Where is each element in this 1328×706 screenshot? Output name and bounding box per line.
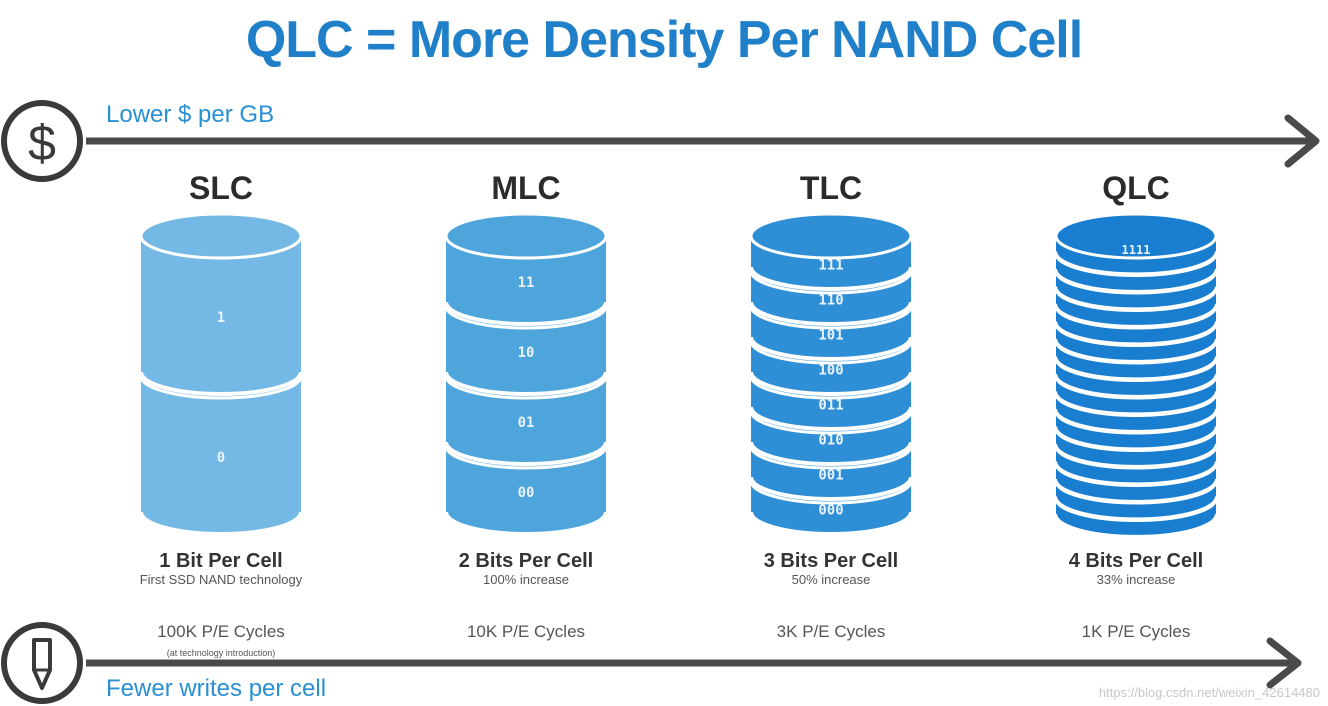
pencil-icon — [1, 622, 83, 704]
cell-level-label: 10 — [518, 345, 535, 361]
column-qlc: QLC 000000010010001101000101011001111000… — [1021, 170, 1251, 641]
column-mlc: MLC 00 01 10 11 2 Bits Per Cell 100% increa… — [411, 170, 641, 641]
cylinder-slc: 01 — [139, 212, 303, 536]
pe-cycles: 10K P/E Cycles — [466, 622, 586, 641]
cylinder-qlc: 0000000100100011010001010110011110001001… — [1054, 212, 1218, 537]
cell-level-label: 100 — [818, 362, 843, 378]
bottom-axis-arrow — [86, 637, 1302, 689]
bits-note: First SSD NAND technology — [139, 572, 303, 587]
cell-type-name: QLC — [1102, 170, 1170, 206]
svg-text:$: $ — [28, 115, 56, 171]
cell-level-label: 010 — [818, 432, 843, 448]
watermark: https://blog.csdn.net/weixin_42614480 — [1098, 685, 1320, 700]
cell-level-label: 11 — [518, 275, 535, 291]
axis-top-label: Lower $ per GB — [106, 101, 275, 128]
cell-level-label: 1 — [217, 310, 225, 326]
cell-level-segment: 111 — [749, 212, 913, 291]
pe-cycles: 3K P/E Cycles — [776, 622, 886, 641]
cell-type-name: SLC — [189, 170, 253, 206]
pe-cycles: 100K P/E Cycles — [157, 622, 285, 641]
bits-note: 50% increase — [791, 572, 871, 587]
cell-level-label: 1111 — [1122, 243, 1151, 257]
cell-level-label: 00 — [518, 485, 535, 501]
cell-level-label: 110 — [818, 292, 843, 308]
cell-level-segment: 1 — [139, 212, 303, 396]
bits-per-cell: 4 Bits Per Cell — [1068, 550, 1204, 572]
top-axis-arrow — [86, 114, 1320, 168]
axis-bottom-label: Fewer writes per cell — [106, 675, 327, 702]
cell-level-label: 001 — [818, 467, 843, 483]
cell-level-label: 01 — [518, 415, 535, 431]
bits-note: 33% increase — [1096, 572, 1176, 587]
cell-level-label: 011 — [818, 397, 843, 413]
bits-per-cell: 3 Bits Per Cell — [763, 550, 899, 572]
cell-level-label: 0 — [217, 450, 225, 466]
cell-level-label: 101 — [818, 327, 843, 343]
cell-level-label: 111 — [818, 257, 843, 273]
cell-type-name: TLC — [799, 170, 863, 206]
page-title: QLC = More Density Per NAND Cell — [245, 11, 1083, 69]
cell-level-segment: 11 — [444, 212, 608, 326]
cylinder-mlc: 00 01 10 11 — [444, 212, 608, 536]
column-tlc: TLC 000 001 010 011 100 101 110 111 3 Bits Per … — [716, 170, 946, 641]
dollar-icon: $ — [1, 100, 83, 182]
cell-level-label: 000 — [818, 502, 843, 518]
bits-per-cell: 1 Bit Per Cell — [159, 550, 283, 572]
cell-level-segment: 1111 — [1054, 212, 1218, 275]
cell-type-name: MLC — [491, 170, 561, 206]
bits-per-cell: 2 Bits Per Cell — [458, 550, 594, 572]
cylinder-tlc: 000 001 010 011 100 101 110 111 — [749, 212, 913, 536]
pe-cycles-note: (at technology introduction) — [166, 648, 276, 658]
bits-note: 100% increase — [483, 572, 569, 587]
pe-cycles: 1K P/E Cycles — [1081, 622, 1191, 641]
